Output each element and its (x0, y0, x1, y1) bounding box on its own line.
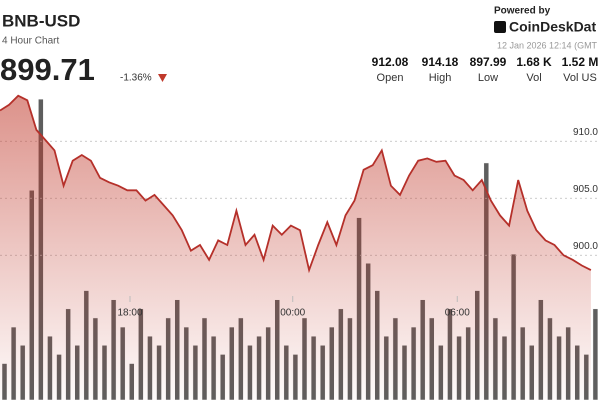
brand-logo (494, 21, 506, 33)
subtitle: 4 Hour Chart (2, 36, 59, 47)
price-line (0, 94, 592, 274)
change: -1.36% (120, 73, 152, 84)
price-area (0, 95, 591, 400)
brand: CoinDeskDat (509, 19, 596, 35)
stat-value: 1.68 K (516, 55, 552, 69)
stat-value: 897.99 (470, 55, 507, 69)
x-tick-label: 18:00 (117, 308, 142, 319)
stat-label: Vol (526, 72, 541, 84)
stat-label: High (429, 72, 452, 84)
stat-value: 1.52 M (562, 55, 599, 69)
stat-value: 912.08 (372, 55, 409, 69)
stat-value: 914.18 (422, 55, 459, 69)
y-tick-label: 910.0 (573, 127, 598, 138)
symbol: BNB-USD (2, 11, 80, 30)
powered-by: Powered by (494, 6, 551, 17)
x-tick-label: 00:00 (280, 308, 305, 319)
stat-label: Open (377, 72, 404, 84)
down-arrow (158, 74, 167, 82)
x-tick-label: 06:00 (445, 308, 470, 319)
stat-label: Low (478, 72, 498, 84)
timestamp: 12 Jan 2026 12:14 (GMT (497, 40, 598, 50)
stat-label: Vol US (563, 72, 597, 84)
price: 899.71 (0, 52, 95, 87)
volume-bar (592, 308, 599, 400)
y-tick-label: 905.0 (573, 184, 598, 195)
y-tick-label: 900.0 (573, 241, 598, 252)
